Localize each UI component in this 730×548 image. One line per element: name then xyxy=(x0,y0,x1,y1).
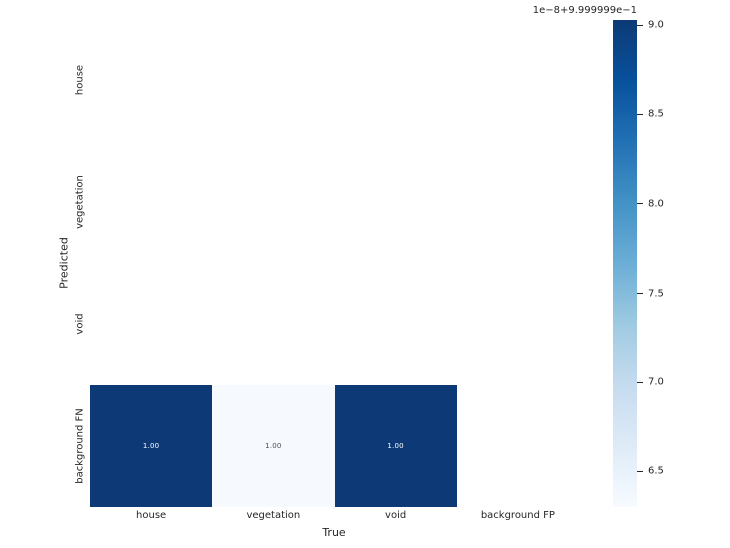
x-tick-label: vegetation xyxy=(246,510,301,521)
cell-value: 1.00 xyxy=(142,442,160,450)
colorbar-tick-label: 6.5 xyxy=(648,465,664,477)
colorbar-offset-text: 1e−8+9.999999e−1 xyxy=(532,5,637,16)
colorbar xyxy=(613,20,637,507)
colorbar-tick-mark xyxy=(637,113,643,115)
y-tick-label: vegetation xyxy=(74,175,86,229)
heatmap-cell: 1.00 xyxy=(212,385,335,507)
heatmap-plot-area: 1.00 1.00 1.00 xyxy=(90,19,579,507)
cell-value: 1.00 xyxy=(387,442,404,450)
colorbar-tick-mark xyxy=(637,381,643,383)
cell-value: 1.00 xyxy=(265,442,282,450)
heatmap-cell: 1.00 xyxy=(90,385,213,507)
heatmap-cell: 1.00 xyxy=(334,385,457,507)
colorbar-tick-label: 8.5 xyxy=(648,108,664,120)
colorbar-tick-label: 7.0 xyxy=(648,376,664,388)
colorbar-tick-label: 8.0 xyxy=(648,198,664,210)
y-tick-label: house xyxy=(74,64,86,96)
x-axis-label: True xyxy=(322,526,346,539)
colorbar-tick-mark xyxy=(637,203,643,205)
x-tick-label: background FP xyxy=(480,510,555,521)
y-axis-label: Predicted xyxy=(57,237,71,289)
y-tick-label: background FN xyxy=(74,408,86,484)
colorbar-tick-mark xyxy=(637,470,643,472)
colorbar-tick-label: 9.0 xyxy=(648,19,664,31)
x-tick-label: void xyxy=(385,510,407,521)
y-tick-label: void xyxy=(74,313,86,335)
colorbar-tick-mark xyxy=(637,293,643,295)
x-tick-label: house xyxy=(136,510,167,521)
colorbar-tick-mark xyxy=(637,24,643,26)
colorbar-tick-label: 7.5 xyxy=(648,288,664,300)
